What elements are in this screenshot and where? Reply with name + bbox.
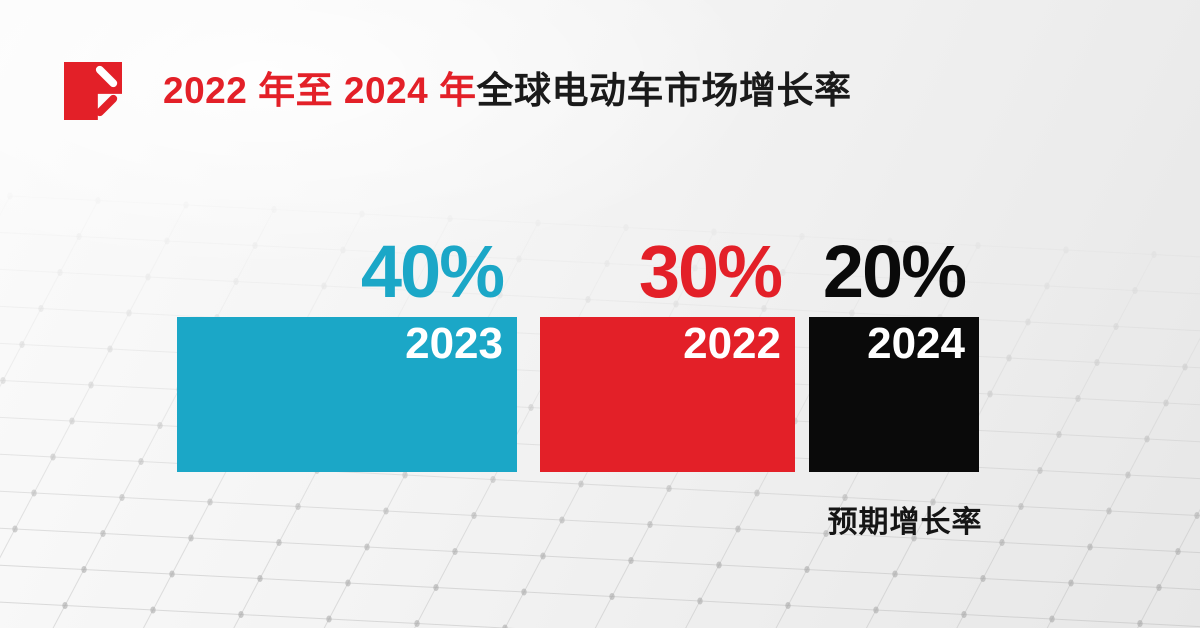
value-label-2024: 20%: [822, 230, 967, 313]
year-label-2022: 2022: [683, 319, 781, 368]
bar-group-2024: 20% 2024: [771, 235, 979, 497]
bar-2024: 2024: [771, 317, 979, 497]
bar-2022: 2022: [502, 317, 795, 497]
header: 2022 年至 2024 年全球电动车市场增长率: [64, 62, 851, 120]
bar-group-2023: 40% 2023: [139, 235, 517, 497]
bar-2023: 2023: [139, 317, 517, 497]
value-label-2023: 40%: [360, 230, 505, 313]
title-subject: 全球电动车市场增长率: [476, 70, 852, 111]
brand-logo-icon: [64, 62, 122, 120]
chart-caption: 预期增长率: [827, 506, 983, 539]
bar-group-2022: 30% 2022: [502, 235, 795, 497]
page-title: 2022 年至 2024 年全球电动车市场增长率: [163, 62, 851, 120]
value-label-2022: 30%: [638, 230, 783, 313]
title-period: 2022 年至 2024 年: [163, 70, 477, 111]
year-label-2023: 2023: [405, 319, 503, 368]
year-label-2024: 2024: [867, 319, 965, 368]
